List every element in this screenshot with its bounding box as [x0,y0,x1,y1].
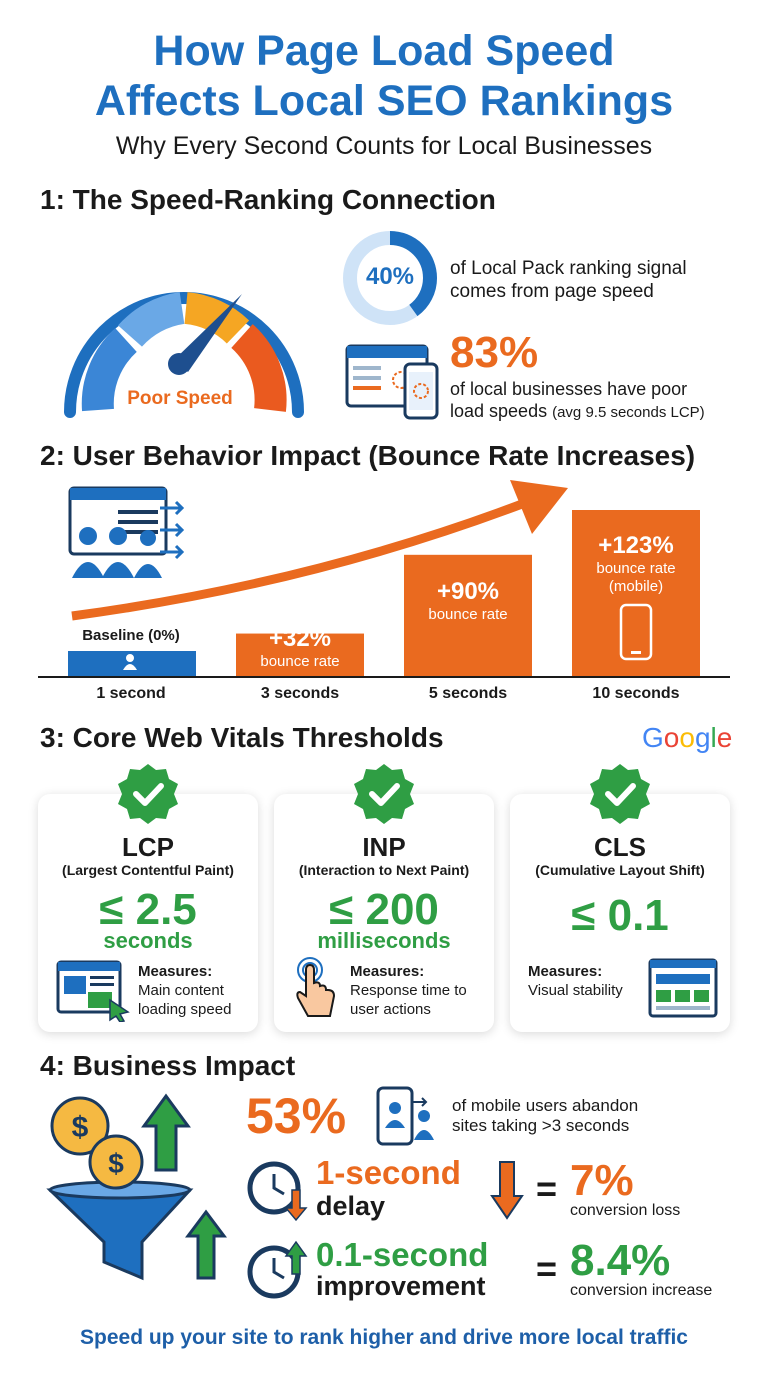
lcp-measures-line1: Main content [138,982,224,999]
inp-measures-line1: Response time to [350,982,467,999]
ring-chart [343,231,437,325]
gauge-label: Poor Speed [127,388,233,409]
inp-full-name: (Interaction to Next Paint) [298,862,470,878]
improve-caption: conversion increase [570,1282,713,1299]
delay-equals: = [536,1168,558,1209]
bar-label-3: +90% bounce rate [404,578,532,623]
lcp-full-name: (Largest Contentful Paint) [62,862,234,878]
lcp-measures: Measures: Main content loading speed [138,962,231,1019]
bar-value-4: +123% [598,532,674,559]
bar-3 [404,554,532,677]
bar-value-2: +32% [268,625,332,652]
cls-measures-line1: Visual stability [528,982,623,999]
ring-value: 40% [365,263,415,290]
bounce-rate-chart [38,510,730,678]
stat-83-note: (avg 9.5 seconds LCP) [552,404,705,421]
lcp-check-icon [118,764,178,824]
improve-equals: = [536,1248,558,1289]
lcp-card: LCP (Largest Contentful Paint) ≤ 2.5 sec… [38,794,258,1032]
lcp-acronym: LCP [122,832,174,862]
cls-measures-label: Measures: [528,963,603,980]
dollar-coin-icon: $ $ [50,1096,144,1190]
footer-cta: Speed up your site to rank higher and dr… [80,1326,688,1349]
down-arrow-icon [490,1161,524,1220]
x-label-4: 10 seconds [592,685,680,702]
cls-card: CLS (Cumulative Layout Shift) ≤ 0.1 Meas… [510,794,730,1032]
stat-83-value: 83% [450,328,539,377]
lcp-measures-label: Measures: [138,963,213,980]
webpage-click-icon [56,960,130,1022]
section4-heading: 4: Business Impact [40,1050,296,1081]
abandon-line2: sites taking >3 seconds [452,1116,630,1135]
ring-caption-line2: comes from page speed [450,281,654,302]
mobile-phone-icon [619,603,653,661]
inp-unit: milliseconds [317,928,451,953]
cls-acronym: CLS [594,832,646,862]
ring-caption: of Local Pack ranking signal comes from … [450,257,687,303]
x-label-1: 1 second [96,685,166,702]
page-title-line1: How Page Load Speed [153,27,615,75]
cls-check-icon [590,764,650,824]
phone-loading-icon [403,362,439,420]
cls-measures: Measures: Visual stability [528,962,623,1000]
speedometer-icon [64,292,304,418]
user-icon [123,654,137,670]
bar-label-2: +32% bounce rate [236,625,364,670]
bar-sub-4: bounce rate (mobile) [596,560,676,595]
abandon-caption: of mobile users abandon sites taking >3 … [452,1096,638,1136]
stat-83-line1: of local businesses have poor [450,379,688,399]
stat-83-line2: load speeds [450,401,548,421]
growth-arrow-icon [141,1093,227,1280]
inp-card: INP (Interaction to Next Paint) ≤ 200 mi… [274,794,494,1032]
delay-sub: delay [316,1191,386,1221]
inp-acronym: INP [362,832,406,862]
improve-main: 0.1-second [316,1236,489,1273]
clock-up-icon [247,1240,308,1299]
section3-heading: 3: Core Web Vitals Thresholds [40,722,444,753]
page-subtitle: Why Every Second Counts for Local Busine… [115,132,653,160]
clock-down-icon [247,1161,308,1222]
bar-sub-2: bounce rate [260,653,340,670]
abandon-line1: of mobile users abandon [452,1096,639,1115]
section1-heading: 1: The Speed-Ranking Connection [40,184,496,215]
money-funnel-icon: $ $ [46,1093,227,1281]
x-label-3: 5 seconds [428,685,508,702]
delay-main: 1-second [316,1154,461,1191]
stat-83-caption: of local businesses have poor load speed… [450,378,705,424]
delay-value: 7% [570,1156,634,1205]
improve-sub: improvement [316,1271,486,1301]
section2-heading: 2: User Behavior Impact (Bounce Rate Inc… [40,440,696,471]
inp-value: ≤ 200 [329,885,439,934]
page-title-line2: Affects Local SEO Rankings [94,77,674,125]
inp-check-icon [354,764,414,824]
lcp-unit: seconds [103,928,193,953]
cls-value: ≤ 0.1 [571,891,669,940]
lcp-value: ≤ 2.5 [99,885,197,934]
google-logo: Google [642,722,733,753]
cls-full-name: (Cumulative Layout Shift) [535,862,705,878]
bar-label-4: +123% bounce rate (mobile) [572,532,700,596]
bar-label-1: Baseline (0%) [82,627,180,644]
inp-measures-line2: user actions [350,1001,431,1018]
trend-arrow-icon [71,480,568,621]
abandon-value: 53% [246,1088,347,1144]
svg-text:$: $ [108,1148,124,1179]
layout-grid-icon [648,958,718,1018]
bar-value-3: +90% [436,578,500,605]
lcp-measures-line2: loading speed [138,1001,232,1018]
inp-measures: Measures: Response time to user actions [350,962,467,1019]
users-leaving-icon [68,486,185,578]
ring-caption-line1: of Local Pack ranking signal [450,258,687,279]
improve-value: 8.4% [570,1236,671,1285]
mobile-users-icon [376,1086,434,1146]
svg-text:$: $ [72,1111,89,1144]
tap-hand-icon [296,957,336,1017]
bar-sub-3: bounce rate [428,606,508,623]
x-label-2: 3 seconds [260,685,340,702]
bar-4 [572,510,700,677]
inp-measures-label: Measures: [350,963,425,980]
browser-loading-icon [345,344,439,420]
bar-2 [236,633,364,677]
delay-caption: conversion loss [570,1202,681,1219]
